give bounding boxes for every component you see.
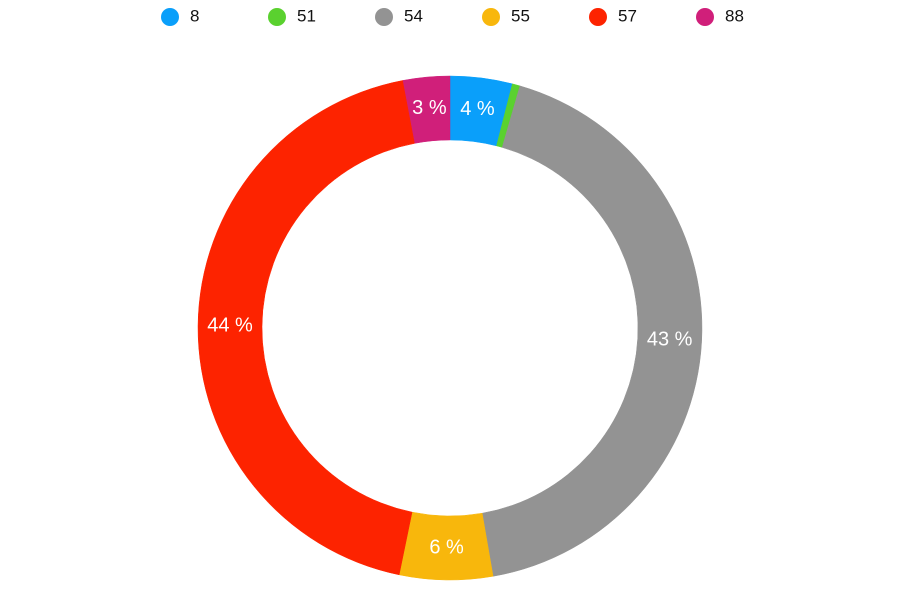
legend-label[interactable]: 8 [190, 6, 199, 25]
legend-label[interactable]: 54 [404, 6, 423, 25]
legend-label[interactable]: 51 [297, 6, 316, 25]
slice-label: 4 % [460, 98, 495, 120]
slice-label: 3 % [412, 97, 447, 119]
legend-marker[interactable] [482, 8, 500, 26]
legend-marker[interactable] [696, 8, 714, 26]
legend-marker[interactable] [161, 8, 179, 26]
donut-slice[interactable] [197, 80, 416, 576]
legend-marker[interactable] [268, 8, 286, 26]
slice-label: 43 % [647, 328, 693, 350]
donut-slice[interactable] [402, 75, 451, 144]
donut-slice[interactable] [481, 85, 703, 577]
legend-marker[interactable] [589, 8, 607, 26]
legend-label[interactable]: 55 [511, 6, 530, 25]
slice-label: 6 % [429, 536, 464, 558]
legend-label[interactable]: 88 [725, 6, 744, 25]
legend-label[interactable]: 57 [618, 6, 637, 25]
slice-label: 44 % [207, 315, 253, 337]
legend-marker[interactable] [375, 8, 393, 26]
